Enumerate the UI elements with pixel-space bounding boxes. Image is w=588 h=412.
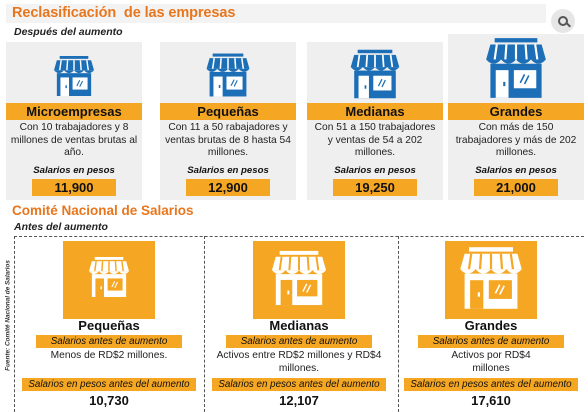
category-name: Grandes — [448, 103, 584, 120]
store-icon-box — [63, 241, 155, 319]
store-icon-box — [445, 241, 537, 319]
category-card-medianas: Medianas Con 51 a 150 trabajadores y ven… — [307, 42, 443, 200]
salary-label: Salarios en pesos — [475, 165, 557, 176]
source-note: Fuente: Comité Nacional de Salarios — [4, 260, 12, 371]
category-name: Microempresas — [6, 103, 142, 120]
before-card-grandes: Grandes Salarios antes de aumento Activo… — [396, 238, 586, 412]
category-description: Con 51 a 150 trabajadores y ventas de 54… — [314, 122, 436, 158]
salary-label: Salarios en pesos — [334, 165, 416, 176]
before-description: Menos de RD$2 millones. — [50, 350, 168, 361]
store-icon — [54, 56, 94, 96]
before-salary-value: 10,730 — [89, 393, 129, 408]
category-description: Con 11 a 50 rabajadores y ventas brutas … — [165, 122, 291, 158]
before-card-pequenas: Pequeñas Salarios antes de aumento Menos… — [14, 238, 204, 412]
category-description: Con 10 trabajadores y 8 millones de vent… — [10, 122, 138, 158]
divider — [398, 236, 399, 412]
salary-value: 12,900 — [186, 179, 270, 196]
before-salary-value: 12,107 — [279, 393, 319, 408]
title-bar — [6, 4, 546, 23]
divider — [14, 236, 15, 412]
search-icon[interactable] — [551, 9, 575, 33]
store-icon — [486, 38, 546, 98]
store-icon-box — [253, 241, 345, 319]
before-salary-value: 17,610 — [471, 393, 511, 408]
divider — [14, 236, 584, 237]
salary-label: Salarios en pesos — [33, 165, 115, 176]
store-icon — [89, 257, 129, 297]
before-card-medianas: Medianas Salarios antes de aumento Activ… — [204, 238, 394, 412]
salary-before-label: Salarios antes de aumento — [418, 335, 564, 348]
category-name: Medianas — [307, 103, 443, 120]
salary-label: Salarios en pesos — [187, 165, 269, 176]
category-card-grandes: Grandes Con más de 150 trabajadores y má… — [448, 34, 584, 200]
salary-before-label: Salarios antes de aumento — [226, 335, 372, 348]
store-icon — [460, 247, 522, 309]
salary-before-pesos-label: Salarios en pesos antes del aumento — [404, 378, 578, 391]
salary-value: 11,900 — [32, 179, 116, 196]
category-card-pequenas: Pequeñas Con 11 a 50 rabajadores y venta… — [160, 42, 296, 200]
before-description: Activos entre RD$2 millones y RD$4 millo… — [216, 350, 382, 374]
salary-before-label: Salarios antes de aumento — [36, 335, 182, 348]
before-description: Activos por RD$4 millones — [451, 350, 531, 374]
category-description: Con más de 150 trabajadores y más de 202… — [455, 122, 577, 158]
divider — [204, 236, 205, 412]
before-category-name: Grandes — [464, 318, 518, 333]
section-title: Comité Nacional de Salarios — [12, 203, 194, 218]
page-title: Reclasificación de las empresas — [12, 5, 236, 21]
section-subtitle: Antes del aumento — [14, 221, 108, 233]
salary-before-pesos-label: Salarios en pesos antes del aumento — [212, 378, 386, 391]
salary-value: 21,000 — [474, 179, 558, 196]
salary-value: 19,250 — [333, 179, 417, 196]
store-icon — [271, 250, 327, 306]
before-category-name: Medianas — [269, 318, 329, 333]
before-category-name: Pequeñas — [78, 318, 140, 333]
salary-before-pesos-label: Salarios en pesos antes del aumento — [22, 378, 196, 391]
category-card-micro: Microempresas Con 10 trabajadores y 8 mi… — [6, 42, 142, 200]
page-subtitle: Después del aumento — [14, 26, 123, 38]
store-icon — [350, 49, 400, 99]
store-icon — [206, 53, 250, 97]
category-name: Pequeñas — [160, 103, 296, 120]
